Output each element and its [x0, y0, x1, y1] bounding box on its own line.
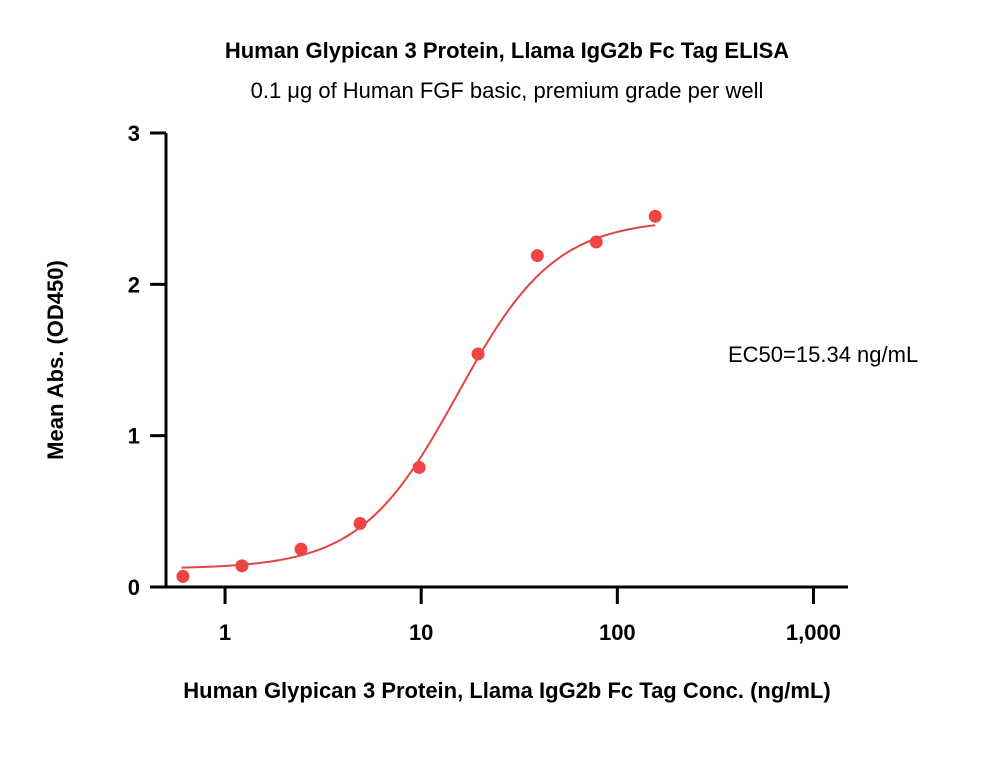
y-axis-label: Mean Abs. (OD450) — [43, 260, 68, 460]
y-tick-label: 1 — [128, 424, 140, 449]
data-point — [353, 516, 367, 530]
y-tick-label: 3 — [128, 121, 140, 146]
data-points — [176, 209, 662, 583]
data-point — [235, 559, 249, 573]
x-axis-label: Human Glypican 3 Protein, Llama IgG2b Fc… — [183, 678, 830, 703]
x-tick-label: 1 — [219, 620, 231, 645]
y-axis-ticks: 0 1 2 3 — [128, 121, 166, 600]
chart-title: Human Glypican 3 Protein, Llama IgG2b Fc… — [225, 38, 789, 63]
plot-area — [176, 209, 662, 583]
y-tick-label: 0 — [128, 575, 140, 600]
chart-subtitle: 0.1 μg of Human FGF basic, premium grade… — [251, 78, 764, 103]
x-tick-label: 10 — [409, 620, 433, 645]
data-point — [176, 569, 190, 583]
x-tick-label: 100 — [599, 620, 636, 645]
data-point — [412, 460, 426, 474]
data-point — [294, 542, 308, 556]
data-point — [648, 209, 662, 223]
y-tick-label: 2 — [128, 272, 140, 297]
x-tick-label: 1,000 — [786, 620, 841, 645]
data-point — [471, 347, 485, 361]
data-point — [530, 249, 544, 263]
fit-curve — [181, 224, 656, 569]
ec50-annotation: EC50=15.34 ng/mL — [728, 342, 918, 367]
data-point — [589, 235, 603, 249]
x-axis-ticks: 1 10 100 1,000 — [219, 587, 841, 645]
